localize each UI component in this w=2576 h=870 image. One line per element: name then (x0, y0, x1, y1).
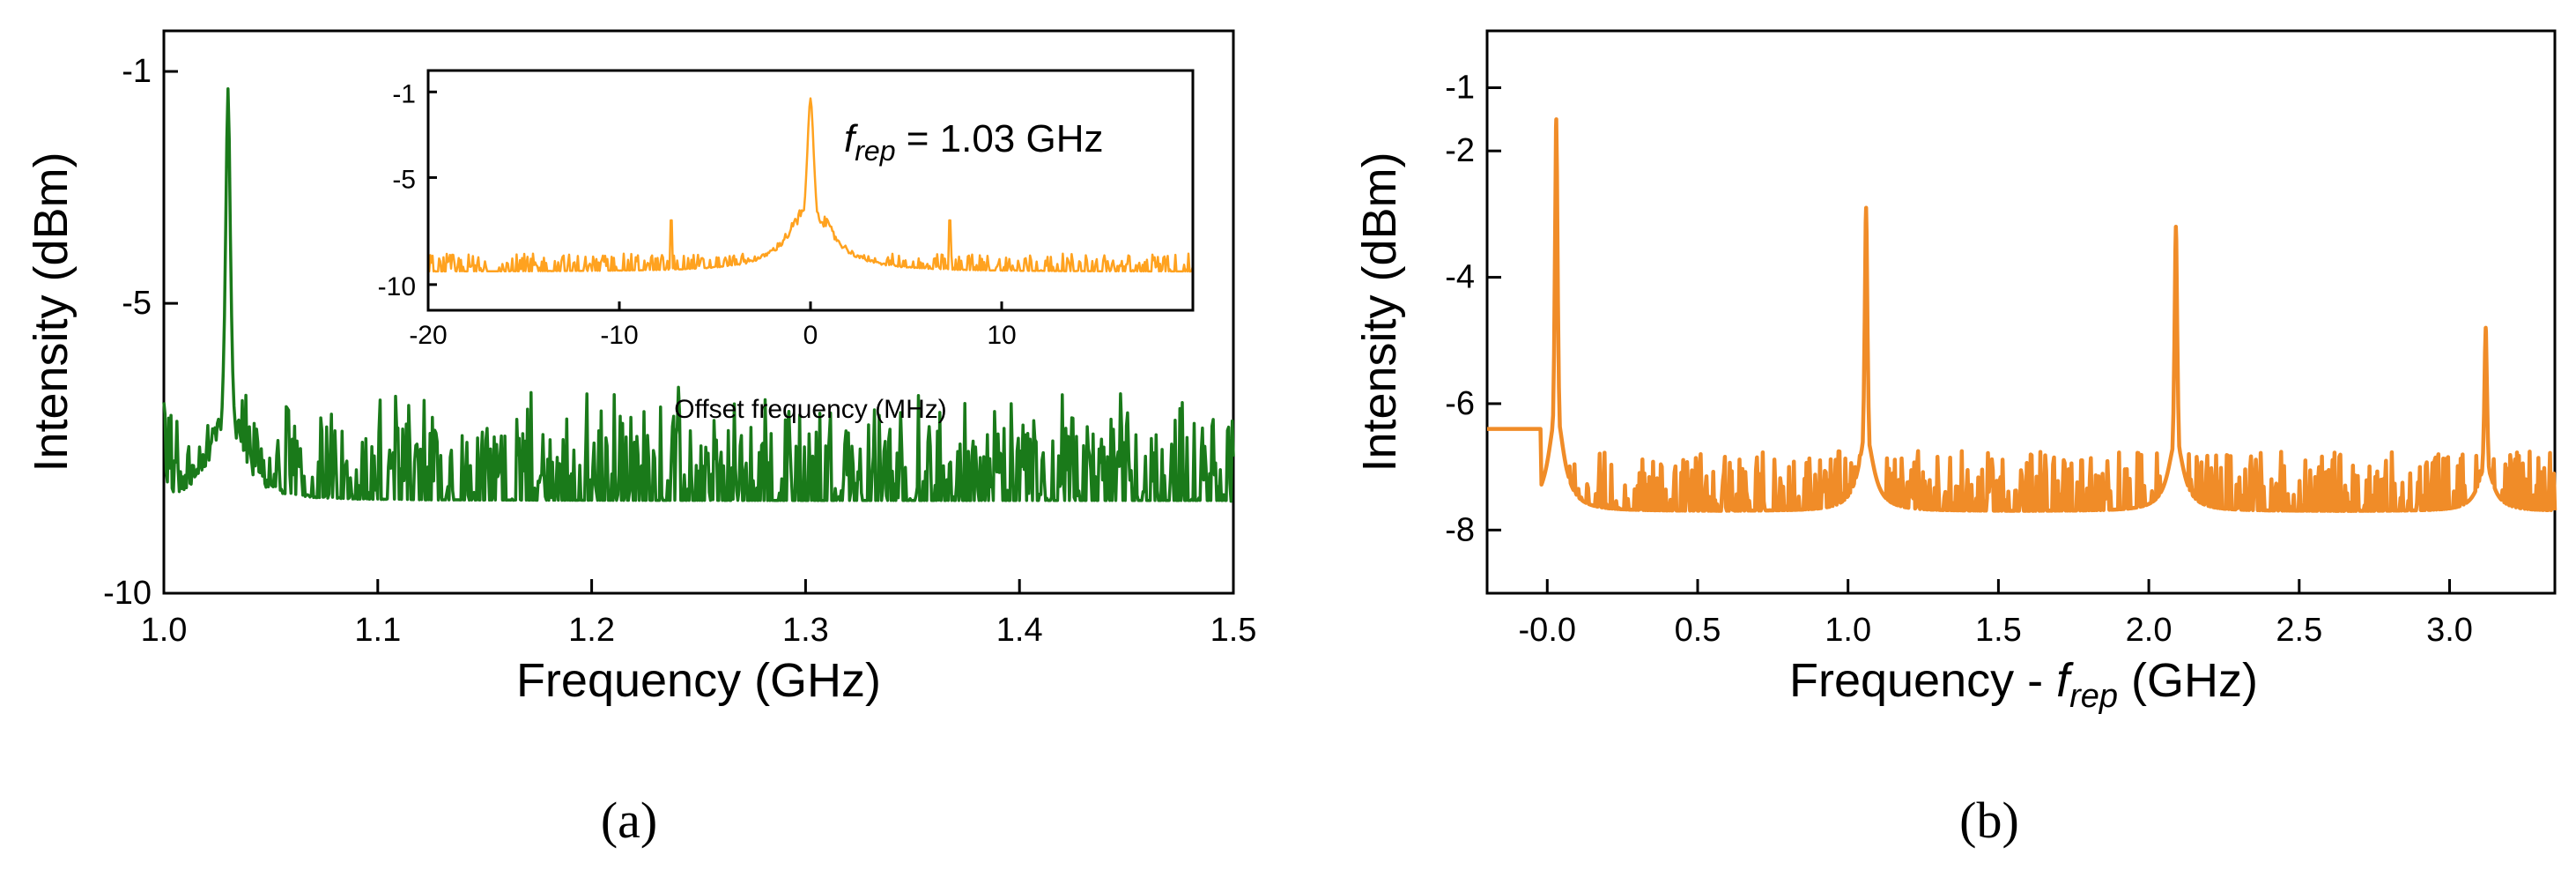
panel-a-inset-x-ticks: -20 -10 0 10 (409, 301, 1017, 350)
panel-a-inset: -20 -10 0 10 -10 -5 -1 Offset frequency (MHz)… (378, 69, 1195, 424)
x-tick-label: -20 (409, 321, 447, 350)
panel-a-x-ticks: 1.0 1.1 1.2 1.3 1.4 1.5 (141, 579, 1257, 649)
y-tick-label: -6 (1445, 385, 1475, 422)
annotation-value: = 1.03 GHz (895, 117, 1103, 160)
y-tick-label: -10 (103, 575, 152, 612)
x-tick-label: 3.0 (2426, 612, 2473, 649)
panel-a-inset-x-axis-title: Offset frequency (MHz) (674, 395, 947, 424)
y-tick-label: -1 (392, 79, 416, 108)
x-tick-label: 1.4 (996, 612, 1043, 649)
x-tick-label: -10 (600, 321, 638, 350)
panel-b-plot-area (1485, 117, 2557, 513)
x-tick-label: 1.2 (568, 612, 615, 649)
y-tick-label: -8 (1445, 511, 1475, 548)
series-line-panel-b (1485, 117, 2557, 513)
x-tick-label: 2.5 (2276, 612, 2322, 649)
x-tick-label: 1.1 (354, 612, 401, 649)
panel-b-x-axis-title-sub: rep (2069, 678, 2118, 715)
x-tick-label: -0.0 (1519, 612, 1576, 649)
x-tick-label: 10 (987, 321, 1016, 350)
panel-a-inset-y-ticks: -10 -5 -1 (378, 79, 437, 301)
panel-b-x-axis-title-f: f (2056, 654, 2074, 707)
panel-a-label: (a) (601, 792, 657, 849)
panel-a-y-axis-title: Intensity (dBm) (25, 152, 78, 472)
panel-a-inset-annotation: frep = 1.03 GHz (844, 117, 1104, 167)
y-tick-label: -5 (122, 285, 152, 322)
panel-a-inset-plot-area (427, 97, 1195, 273)
panel-a-x-axis-title: Frequency (GHz) (516, 654, 881, 707)
y-tick-label: -4 (1445, 259, 1475, 296)
y-tick-label: -2 (1445, 132, 1475, 169)
x-tick-label: 1.5 (1210, 612, 1257, 649)
panel-b: -0.0 0.5 1.0 1.5 2.0 2.5 3.0 -8 -6 -4 -2 -1 Freque… (1353, 29, 2557, 715)
x-tick-label: 1.0 (1825, 612, 1871, 649)
panel-b-x-axis-title-base: Frequency - (1789, 654, 2056, 707)
y-tick-label: -1 (122, 53, 152, 90)
y-tick-label: -1 (1445, 70, 1475, 107)
panel-b-y-ticks: -8 -6 -4 -2 -1 (1445, 70, 1501, 548)
x-tick-label: 2.0 (2126, 612, 2173, 649)
x-tick-label: 1.3 (782, 612, 829, 649)
panel-a-plot-area (162, 87, 1235, 503)
panel-b-frame (1485, 29, 2557, 595)
panel-b-x-axis-title-rest: (GHz) (2118, 654, 2258, 707)
x-tick-label: 0 (803, 321, 818, 350)
annotation-subscript: rep (855, 135, 895, 167)
x-tick-label: 0.5 (1675, 612, 1721, 649)
panel-a-y-ticks: -10 -5 -1 (103, 53, 178, 612)
series-line-panel-a (162, 87, 1235, 503)
panel-a-frame (162, 29, 1235, 595)
panel-b-y-axis-title: Intensity (dBm) (1353, 152, 1406, 472)
panel-a: 1.0 1.1 1.2 1.3 1.4 1.5 -10-5-1 Frequency (GH… (25, 29, 1257, 707)
x-tick-label: 1.5 (1975, 612, 2022, 649)
panel-b-x-ticks: -0.0 0.5 1.0 1.5 2.0 2.5 3.0 (1519, 579, 2473, 649)
y-tick-label: -5 (392, 165, 416, 194)
panel-b-label: (b) (1959, 792, 2019, 849)
series-line-inset (427, 97, 1195, 273)
y-tick-label: -10 (378, 272, 416, 301)
panel-b-x-axis-title: Frequency - frep (GHz) (1789, 654, 2258, 715)
x-tick-label: 1.0 (141, 612, 188, 649)
